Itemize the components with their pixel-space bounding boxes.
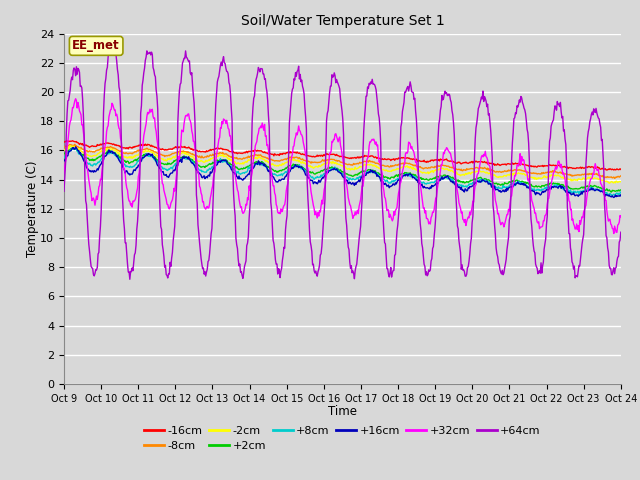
+2cm — [428, 176, 435, 182]
-8cm — [411, 163, 419, 168]
-8cm — [70, 143, 78, 149]
-16cm — [128, 145, 136, 151]
+32cm — [617, 214, 625, 220]
+32cm — [428, 215, 435, 220]
+64cm — [412, 108, 419, 114]
+2cm — [71, 146, 79, 152]
+64cm — [70, 65, 78, 71]
-8cm — [128, 151, 136, 156]
+2cm — [214, 158, 222, 164]
+16cm — [128, 171, 136, 177]
-2cm — [605, 180, 613, 186]
-16cm — [68, 138, 76, 144]
+16cm — [617, 192, 625, 198]
+64cm — [129, 268, 137, 274]
-16cm — [185, 144, 193, 150]
-2cm — [185, 152, 193, 157]
+64cm — [186, 58, 193, 64]
Line: +32cm: +32cm — [64, 99, 621, 233]
+8cm — [617, 189, 625, 195]
+32cm — [72, 96, 79, 102]
-8cm — [611, 176, 618, 181]
-16cm — [71, 139, 79, 144]
+16cm — [70, 146, 78, 152]
-16cm — [214, 145, 222, 151]
-2cm — [617, 179, 625, 185]
+16cm — [411, 176, 419, 181]
+2cm — [128, 159, 136, 165]
+16cm — [610, 194, 618, 200]
-8cm — [185, 150, 193, 156]
-2cm — [411, 166, 419, 172]
+32cm — [411, 154, 419, 160]
X-axis label: Time: Time — [328, 405, 357, 418]
+32cm — [60, 170, 68, 176]
-2cm — [67, 143, 74, 149]
Y-axis label: Temperature (C): Temperature (C) — [26, 160, 38, 257]
+16cm — [185, 154, 193, 160]
+2cm — [411, 172, 419, 178]
Line: -16cm: -16cm — [64, 141, 621, 170]
-16cm — [428, 157, 435, 163]
-2cm — [60, 147, 68, 153]
+8cm — [428, 180, 435, 185]
-8cm — [428, 164, 435, 170]
+32cm — [610, 230, 618, 236]
-2cm — [214, 154, 222, 159]
Line: +16cm: +16cm — [64, 147, 621, 197]
+8cm — [607, 193, 615, 199]
-2cm — [128, 156, 136, 161]
+8cm — [411, 175, 419, 180]
+32cm — [214, 142, 222, 147]
+16cm — [72, 144, 79, 150]
+2cm — [607, 189, 615, 195]
+8cm — [185, 155, 193, 160]
Line: +8cm: +8cm — [64, 148, 621, 196]
+32cm — [70, 101, 78, 107]
Title: Soil/Water Temperature Set 1: Soil/Water Temperature Set 1 — [241, 14, 444, 28]
-2cm — [428, 168, 435, 174]
-8cm — [71, 142, 79, 147]
+64cm — [428, 256, 436, 262]
Line: +64cm: +64cm — [64, 47, 621, 279]
Line: -2cm: -2cm — [64, 146, 621, 183]
+64cm — [111, 44, 118, 50]
-16cm — [60, 139, 68, 144]
+64cm — [215, 73, 223, 79]
Text: EE_met: EE_met — [72, 39, 120, 52]
Line: -8cm: -8cm — [64, 144, 621, 179]
+8cm — [128, 165, 136, 170]
+2cm — [68, 144, 76, 150]
-8cm — [617, 173, 625, 179]
+2cm — [185, 156, 193, 161]
+16cm — [60, 158, 68, 164]
-8cm — [214, 151, 222, 156]
+8cm — [71, 146, 79, 152]
Line: +2cm: +2cm — [64, 147, 621, 192]
+8cm — [214, 160, 222, 166]
Legend: -16cm, -8cm, -2cm, +2cm, +8cm, +16cm, +32cm, +64cm: -16cm, -8cm, -2cm, +2cm, +8cm, +16cm, +3… — [140, 421, 545, 456]
+8cm — [70, 145, 78, 151]
+2cm — [617, 187, 625, 193]
+64cm — [126, 276, 134, 282]
+32cm — [128, 204, 136, 210]
+16cm — [428, 185, 435, 191]
-16cm — [411, 156, 419, 162]
+2cm — [60, 151, 68, 156]
+16cm — [214, 159, 222, 165]
+64cm — [60, 188, 68, 194]
-2cm — [71, 144, 79, 150]
-16cm — [617, 167, 625, 172]
-8cm — [60, 144, 68, 150]
+64cm — [617, 229, 625, 235]
+32cm — [185, 111, 193, 117]
-16cm — [602, 167, 610, 173]
+8cm — [60, 155, 68, 160]
